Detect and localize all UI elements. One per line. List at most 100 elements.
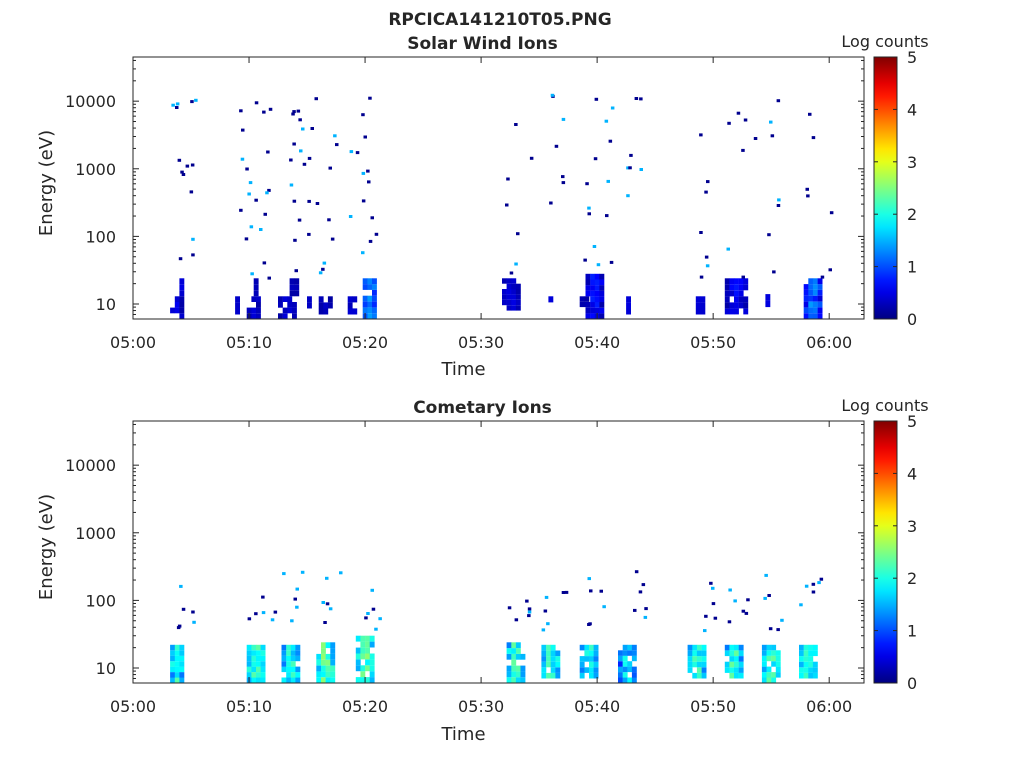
data-speck	[564, 590, 569, 594]
data-speck	[266, 150, 270, 154]
data-cell-1	[256, 661, 261, 667]
data-speck	[709, 581, 713, 585]
data-cell-14	[594, 296, 600, 303]
data-cell-8	[627, 644, 633, 651]
data-cell-10	[734, 644, 739, 651]
data-speck	[644, 607, 648, 611]
data-cell-1	[260, 650, 266, 656]
data-speck	[746, 598, 750, 602]
data-cell-19	[803, 313, 809, 319]
data-cell-9	[687, 656, 693, 662]
data-speck	[333, 134, 337, 138]
data-cell-14	[594, 290, 600, 297]
data-cell-19	[808, 289, 814, 296]
data-cell-8	[622, 650, 628, 656]
data-cell-8	[631, 655, 637, 662]
data-cell-5	[287, 307, 293, 314]
data-speck	[178, 257, 183, 261]
data-cell-1	[246, 661, 252, 667]
data-cell-19	[808, 313, 814, 319]
data-cell-6	[289, 278, 295, 285]
data-cell-4	[369, 635, 375, 642]
data-cell-10	[372, 289, 377, 296]
data-speck	[180, 170, 184, 174]
data-cell-14	[590, 302, 596, 308]
data-cell-7	[589, 661, 594, 668]
data-speck	[743, 118, 748, 122]
data-cell-8	[627, 677, 633, 683]
data-speck	[525, 599, 529, 603]
data-cell-4	[360, 665, 366, 672]
data-speck	[268, 107, 273, 111]
data-cell-4	[365, 653, 370, 660]
data-cell-2	[235, 302, 240, 309]
data-cell-3	[256, 296, 261, 302]
data-cell-6	[546, 656, 551, 662]
data-cell-2	[286, 666, 292, 673]
data-cell-12	[803, 672, 809, 679]
data-cell-13	[584, 296, 590, 302]
data-cell-5	[287, 302, 293, 308]
data-speck	[776, 99, 781, 103]
data-cell-6	[541, 661, 547, 668]
data-speck	[368, 96, 372, 100]
data-cell-11	[502, 278, 507, 284]
data-speck	[806, 194, 810, 198]
data-cell-4	[369, 671, 375, 678]
data-speck	[544, 595, 549, 599]
data-cell-5	[282, 307, 288, 314]
data-speck	[292, 199, 297, 203]
data-speck	[770, 134, 775, 138]
data-cell-6	[555, 672, 561, 679]
data-cell-11	[761, 655, 767, 662]
data-cell-19	[808, 295, 814, 302]
data-cell-3	[330, 642, 336, 649]
data-cell-8	[618, 655, 623, 662]
data-cell-3	[251, 313, 257, 319]
data-speck	[633, 608, 637, 612]
data-speck	[587, 577, 591, 581]
data-cell-0	[170, 650, 175, 656]
data-speck	[699, 133, 703, 137]
data-cell-7	[584, 644, 590, 651]
data-cell-7	[579, 644, 585, 651]
data-cell-4	[355, 677, 361, 683]
data-speck	[300, 570, 305, 574]
data-cell-7	[307, 296, 312, 303]
data-cell-14	[599, 302, 605, 308]
panel-title: Solar Wind Ions	[407, 34, 558, 54]
data-cell-12	[808, 644, 814, 651]
data-cell-19	[808, 307, 814, 314]
data-speck	[610, 106, 615, 110]
data-cell-19	[808, 278, 814, 285]
data-speck	[259, 228, 263, 231]
data-cell-8	[622, 677, 628, 683]
data-cell-8	[622, 672, 628, 678]
data-cell-11	[766, 672, 772, 678]
data-speck	[767, 594, 771, 597]
data-cell-11	[771, 644, 777, 651]
data-speck	[587, 623, 591, 626]
data-cell-17	[729, 302, 735, 309]
data-cell-14	[594, 273, 600, 280]
data-speck	[753, 137, 758, 140]
data-cell-2	[290, 672, 296, 678]
x-tick-label: 05:40	[574, 333, 620, 352]
data-cell-3	[321, 671, 326, 678]
data-speck	[249, 225, 254, 229]
data-cell-0	[170, 307, 175, 314]
data-cell-17	[738, 302, 744, 309]
data-speck	[589, 589, 593, 593]
x-tick-label: 05:50	[690, 333, 736, 352]
data-cell-9	[696, 644, 702, 651]
colorbar-tick-label: 0	[907, 674, 917, 693]
data-speck	[247, 617, 252, 621]
data-cell-1	[260, 644, 266, 651]
data-speck	[179, 584, 183, 588]
data-cell-12	[803, 644, 809, 651]
data-cell-8	[631, 650, 637, 656]
data-speck	[585, 182, 589, 186]
data-cell-1	[251, 666, 257, 673]
data-cell-11	[511, 289, 517, 295]
data-cell-9	[352, 308, 358, 315]
